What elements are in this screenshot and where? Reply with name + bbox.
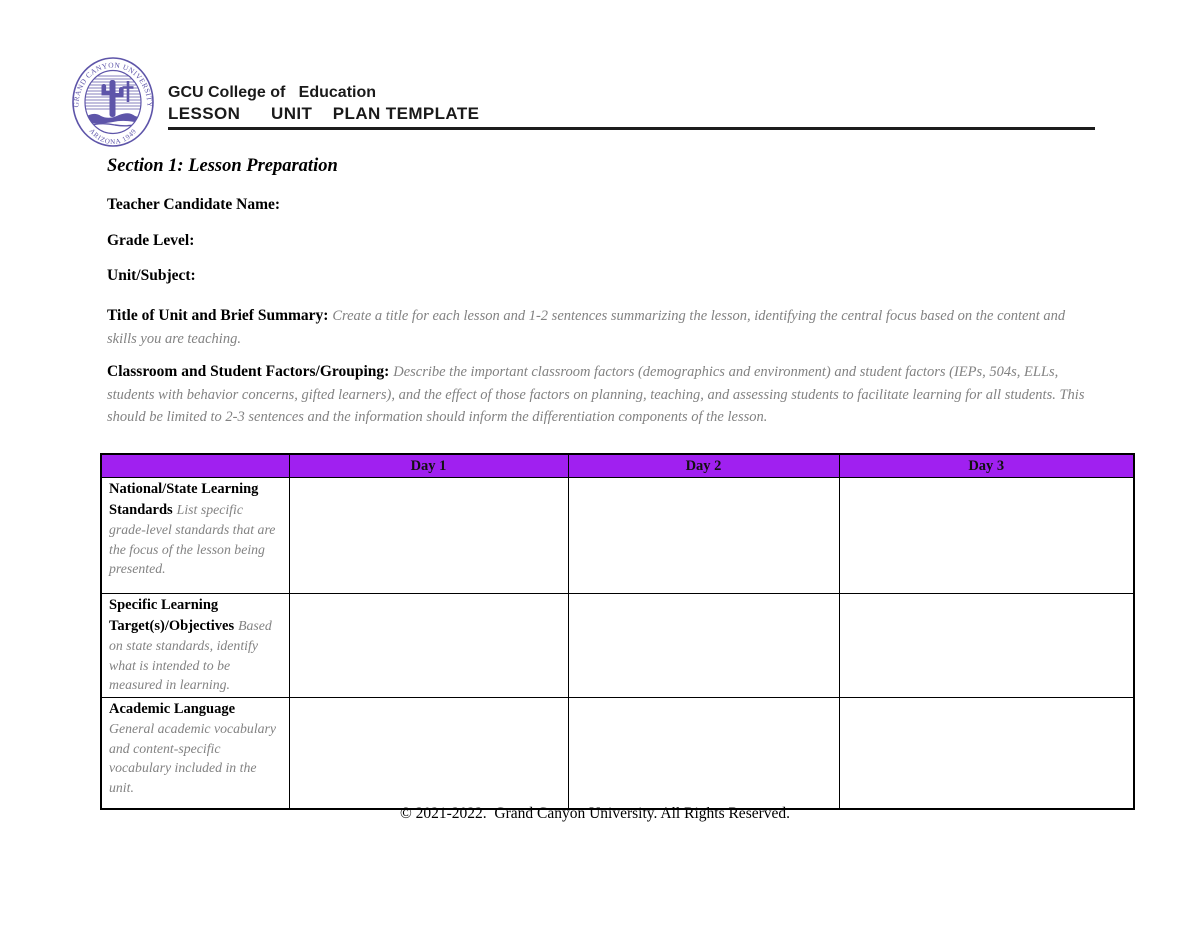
factors-paragraph: Classroom and Student Factors/Grouping: …	[107, 361, 1092, 429]
table-row: Academic Language General academic vocab…	[100, 696, 1135, 810]
college-name: GCU College of Education	[168, 84, 377, 101]
table-corner-cell	[100, 453, 290, 478]
row-hint: General academic vocabulary and content-…	[109, 721, 277, 795]
field-unit-subject: Unit/Subject:	[107, 267, 196, 284]
svg-text:ARIZONA 1949: ARIZONA 1949	[88, 127, 139, 146]
factors-label: Classroom and Student Factors/Grouping:	[107, 363, 390, 380]
table-row: National/State Learning Standards List s…	[100, 477, 1135, 594]
row-title: National/State Learning Standards	[109, 481, 259, 518]
day-1-header: Day 1	[288, 453, 569, 478]
masthead: GCU College of Education LESSON UNIT PLA…	[168, 83, 1095, 130]
day-2-header: Day 2	[567, 453, 840, 478]
row-title: Specific Learning Target(s)/Objectives	[109, 597, 235, 634]
row-hint: List specific grade-level standards that…	[109, 501, 276, 577]
row-label-national-state-standards: National/State Learning Standards List s…	[100, 477, 290, 594]
table-header-row: Day 1 Day 2 Day 3	[100, 453, 1135, 478]
field-grade-level: Grade Level:	[107, 232, 195, 249]
summary-hint: Create a title for each lesson and 1-2 s…	[107, 308, 1066, 347]
targets-day-3-cell[interactable]	[838, 593, 1135, 698]
summary-paragraph: Title of Unit and Brief Summary: Create …	[107, 305, 1092, 350]
standards-day-2-cell[interactable]	[567, 477, 840, 594]
row-label-learning-targets: Specific Learning Target(s)/Objectives B…	[100, 593, 290, 698]
language-day-2-cell[interactable]	[567, 696, 840, 810]
language-day-1-cell[interactable]	[288, 696, 569, 810]
language-day-3-cell[interactable]	[838, 696, 1135, 810]
table-row: Specific Learning Target(s)/Objectives B…	[100, 593, 1135, 698]
row-hint: Based on state standards, identify what …	[109, 617, 272, 693]
factors-hint: Describe the important classroom factors…	[107, 364, 1085, 425]
targets-day-2-cell[interactable]	[567, 593, 840, 698]
document-title: LESSON UNIT PLAN TEMPLATE	[168, 104, 1095, 130]
row-title: Academic Language	[109, 700, 236, 717]
logo-ring-bottom-text: ARIZONA 1949	[88, 127, 138, 146]
footer-copyright: © 2021-2022. Grand Canyon University. Al…	[399, 805, 791, 822]
gcu-seal-logo: GRAND CANYON UNIVERSITY ARIZONA 1949	[71, 56, 155, 153]
field-teacher-candidate-name: Teacher Candidate Name:	[107, 196, 281, 213]
section-title: Section 1: Lesson Preparation	[107, 156, 338, 176]
lesson-plan-table: Day 1 Day 2 Day 3 National/State Learnin…	[100, 453, 1135, 810]
gcu-seal-icon: GRAND CANYON UNIVERSITY ARIZONA 1949	[71, 57, 154, 147]
targets-day-1-cell[interactable]	[288, 593, 569, 698]
summary-label: Title of Unit and Brief Summary:	[107, 307, 329, 324]
day-3-header: Day 3	[838, 453, 1135, 478]
standards-day-1-cell[interactable]	[288, 477, 569, 594]
standards-day-3-cell[interactable]	[838, 477, 1135, 594]
row-label-academic-language: Academic Language General academic vocab…	[100, 696, 290, 810]
